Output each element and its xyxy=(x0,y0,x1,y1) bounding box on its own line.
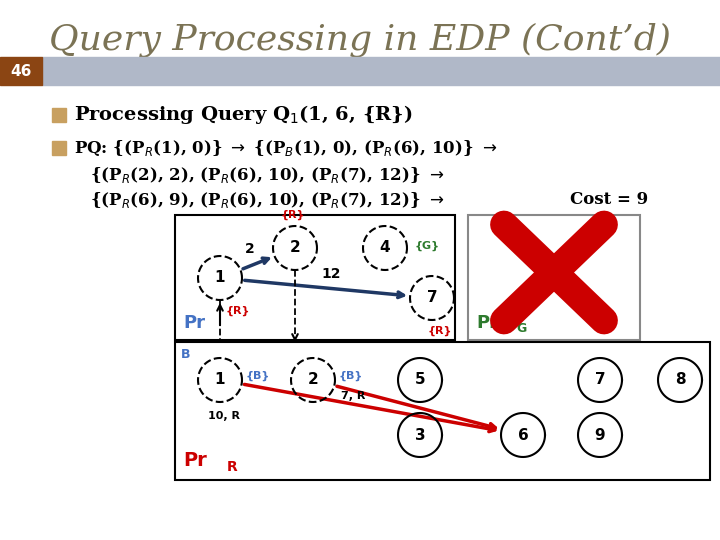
Text: {R}: {R} xyxy=(281,210,305,220)
Bar xyxy=(175,342,710,480)
Text: {R}: {R} xyxy=(226,306,251,316)
Text: 1: 1 xyxy=(215,271,225,286)
Bar xyxy=(52,108,66,122)
Text: 46: 46 xyxy=(10,64,32,78)
Text: PQ: {(P$_R$(1), 0)} $\rightarrow$ {(P$_B$(1), 0), (P$_R$(6), 10)} $\rightarrow$: PQ: {(P$_R$(1), 0)} $\rightarrow$ {(P$_B… xyxy=(74,138,498,158)
Text: 7: 7 xyxy=(595,373,606,388)
Text: 2: 2 xyxy=(245,242,254,256)
Text: Query Processing in EDP (Cont’d): Query Processing in EDP (Cont’d) xyxy=(49,23,671,57)
Text: {(P$_R$(2), 2), (P$_R$(6), 10), (P$_R$(7), 12)} $\rightarrow$: {(P$_R$(2), 2), (P$_R$(6), 10), (P$_R$(7… xyxy=(90,165,444,185)
Text: 10, R: 10, R xyxy=(208,411,240,421)
Text: 2: 2 xyxy=(289,240,300,255)
Text: R: R xyxy=(227,460,238,474)
Text: Processing Query Q$_1$(1, 6, {R}): Processing Query Q$_1$(1, 6, {R}) xyxy=(74,104,413,126)
Text: 5: 5 xyxy=(415,373,426,388)
Bar xyxy=(468,215,640,340)
Text: 12: 12 xyxy=(321,267,341,281)
Text: 3: 3 xyxy=(415,428,426,442)
Text: {G}: {G} xyxy=(415,241,440,251)
Text: Cost = 9: Cost = 9 xyxy=(570,192,648,208)
Text: 8: 8 xyxy=(675,373,685,388)
Bar xyxy=(175,215,455,340)
Text: 7: 7 xyxy=(427,291,437,306)
Text: {(P$_R$(6), 9), (P$_R$(6), 10), (P$_R$(7), 12)} $\rightarrow$: {(P$_R$(6), 9), (P$_R$(6), 10), (P$_R$(7… xyxy=(90,190,448,210)
Text: 4: 4 xyxy=(379,240,390,255)
Text: 6: 6 xyxy=(518,428,528,442)
Text: 9: 9 xyxy=(595,428,606,442)
Text: 7, R: 7, R xyxy=(341,391,365,401)
Text: 2: 2 xyxy=(307,373,318,388)
Text: B: B xyxy=(181,348,191,361)
Text: 1: 1 xyxy=(215,373,225,388)
Text: G: G xyxy=(516,322,526,335)
Bar xyxy=(42,57,720,85)
Text: Pr: Pr xyxy=(183,314,205,332)
Text: {R}: {R} xyxy=(428,326,452,336)
Bar xyxy=(52,141,66,155)
Text: {B}: {B} xyxy=(339,371,364,381)
Text: Pr: Pr xyxy=(476,314,498,332)
Bar xyxy=(0,57,42,85)
Text: {B}: {B} xyxy=(246,371,271,381)
Text: Pr: Pr xyxy=(183,451,207,470)
